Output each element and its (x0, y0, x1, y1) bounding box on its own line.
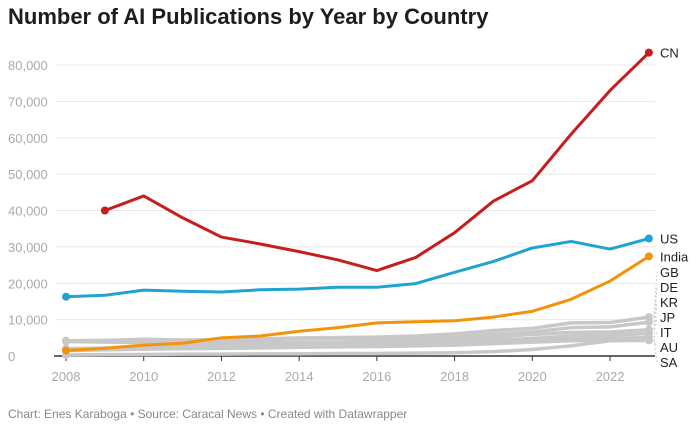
series-start-point (100, 206, 109, 215)
series-label-au: AU (660, 340, 678, 355)
x-tick-label: 2022 (596, 369, 625, 384)
series-line-sa (65, 338, 649, 357)
series-start-point (62, 346, 70, 355)
label-connector (653, 331, 658, 338)
x-tick-label: 2020 (518, 369, 547, 384)
series-label-de: DE (660, 280, 678, 295)
series-label-sa: SA (660, 355, 678, 370)
series-end-point (644, 48, 653, 57)
y-tick-label: 20,000 (8, 276, 48, 291)
series-line-kr (65, 328, 649, 352)
y-tick-label: 40,000 (8, 204, 48, 219)
series-label-jp: JP (660, 310, 675, 325)
y-tick-label: 0 (8, 349, 15, 364)
series-label-india: India (660, 249, 689, 264)
y-tick-label: 30,000 (8, 240, 48, 255)
x-tick-label: 2012 (207, 369, 236, 384)
series-line-gb (65, 315, 650, 343)
x-tick-label: 2014 (285, 369, 314, 384)
label-connector (653, 271, 658, 318)
series-end-point (644, 252, 653, 261)
label-connector (653, 301, 658, 330)
chart-title: Number of AI Publications by Year by Cou… (8, 4, 489, 29)
y-tick-label: 10,000 (8, 313, 48, 328)
series-start-point (62, 292, 70, 301)
series-line-india (65, 255, 650, 353)
y-tick-label: 60,000 (8, 131, 48, 146)
x-tick-label: 2008 (52, 369, 81, 384)
series-label-it: IT (660, 325, 672, 340)
series-end-point (644, 234, 653, 243)
series-label-kr: KR (660, 295, 678, 310)
series-label-cn: CN (660, 46, 679, 61)
x-tick-label: 2016 (362, 369, 391, 384)
chart-footer: Chart: Enes Karaboga • Source: Caracal N… (8, 407, 408, 421)
series-start-point (62, 336, 70, 345)
series-end-point (644, 313, 653, 322)
x-tick-label: 2010 (129, 369, 158, 384)
y-tick-label: 80,000 (8, 58, 48, 73)
series-label-us: US (660, 232, 678, 247)
series-end-point (644, 325, 653, 334)
label-connector (653, 339, 658, 348)
label-connector (653, 316, 658, 334)
series-line-us (65, 237, 650, 299)
series-line-cn (104, 51, 650, 273)
y-tick-label: 70,000 (8, 94, 48, 109)
x-tick-label: 2018 (440, 369, 469, 384)
series-label-gb: GB (660, 265, 679, 280)
y-tick-label: 50,000 (8, 167, 48, 182)
